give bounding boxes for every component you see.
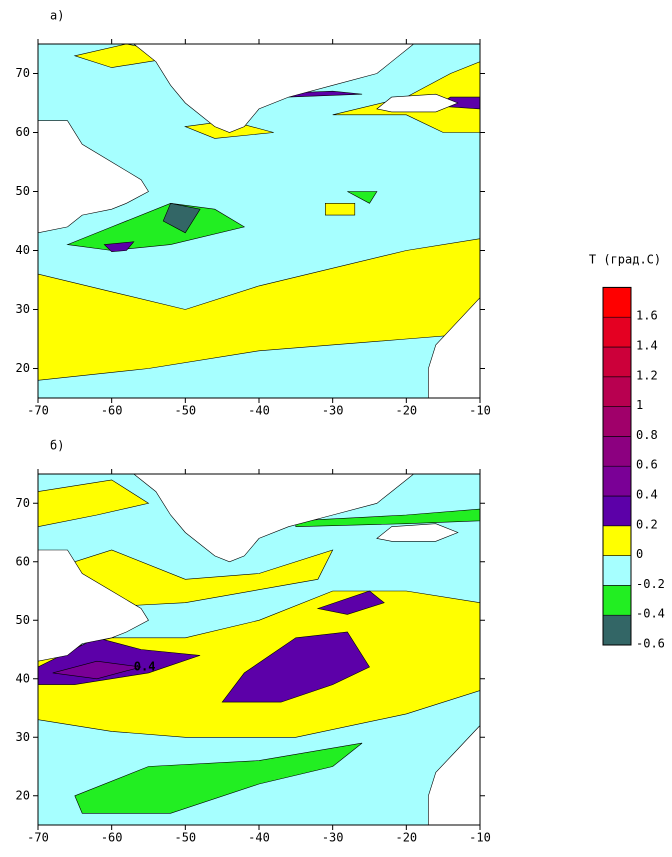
contour-region	[162, 202, 201, 234]
colorbar-box	[602, 346, 632, 378]
colorbar-label: -0.2	[636, 577, 665, 591]
contour-region	[38, 238, 480, 381]
x-tick-label: -40	[248, 404, 270, 418]
y-tick-label: 50	[16, 184, 30, 198]
colorbar-label: 0.4	[636, 488, 658, 502]
colorbar-box	[602, 436, 632, 467]
colorbar-box	[602, 465, 632, 497]
contour-region	[74, 742, 363, 814]
x-tick-label: -30	[322, 404, 344, 418]
colorbar-box	[602, 585, 632, 616]
land	[133, 474, 415, 563]
land	[376, 93, 459, 113]
contour-region	[316, 590, 385, 615]
y-tick-label: 40	[16, 243, 30, 257]
contour-label: 0.4	[134, 660, 156, 674]
x-tick-label: -10	[469, 404, 491, 418]
y-tick-label: 40	[16, 671, 30, 685]
contour-region	[221, 631, 370, 703]
colorbar-box	[602, 495, 632, 527]
colorbar-label: 1.4	[636, 339, 658, 353]
colorbar-label: 1.6	[636, 309, 658, 323]
colorbar-box	[602, 287, 632, 318]
land	[428, 226, 480, 398]
map-field	[38, 474, 480, 825]
x-tick-label: -70	[27, 831, 49, 845]
colorbar-box	[602, 555, 632, 586]
colorbar-label: 0.2	[636, 517, 658, 531]
colorbar-box	[602, 316, 632, 348]
x-tick-label: -70	[27, 404, 49, 418]
contour-region	[38, 479, 150, 528]
contour-region	[324, 203, 356, 216]
colorbar-label: 1.2	[636, 368, 658, 382]
land	[376, 523, 459, 542]
land	[133, 44, 415, 133]
x-tick-label: -20	[395, 404, 417, 418]
land	[38, 120, 149, 234]
x-tick-label: -20	[395, 831, 417, 845]
y-tick-label: 70	[16, 66, 30, 80]
contour-region	[52, 660, 142, 680]
y-tick-label: 60	[16, 554, 30, 568]
y-tick-label: 20	[16, 788, 30, 802]
colorbar-label: -0.4	[636, 607, 665, 621]
colorbar-box	[602, 406, 632, 437]
panel-label: б)	[50, 439, 64, 453]
panel-label: а)	[50, 9, 64, 23]
y-tick-label: 30	[16, 730, 30, 744]
x-tick-label: -30	[322, 831, 344, 845]
land	[38, 549, 149, 662]
y-tick-label: 50	[16, 613, 30, 627]
colorbar-frame	[602, 286, 632, 646]
y-tick-label: 60	[16, 125, 30, 139]
y-tick-label: 70	[16, 496, 30, 510]
x-tick-label: -40	[248, 831, 270, 845]
colorbar-box	[602, 376, 632, 407]
colorbar-label: 0	[636, 547, 643, 561]
map-field	[38, 44, 480, 398]
x-tick-label: -60	[101, 404, 123, 418]
y-tick-label: 30	[16, 302, 30, 316]
colorbar-label: 1	[636, 398, 643, 412]
colorbar-label: 0.6	[636, 458, 658, 472]
colorbar-label: 0.8	[636, 428, 658, 442]
colorbar-box	[602, 614, 632, 646]
land	[428, 655, 480, 825]
colorbar-box	[602, 525, 632, 556]
colorbar-label: -0.6	[636, 637, 665, 651]
x-tick-label: -10	[469, 831, 491, 845]
contour-region	[347, 191, 378, 204]
x-tick-label: -50	[174, 831, 196, 845]
y-tick-label: 20	[16, 361, 30, 375]
contour-region	[295, 508, 480, 528]
contour-region	[103, 241, 135, 253]
x-tick-label: -60	[101, 831, 123, 845]
x-tick-label: -50	[174, 404, 196, 418]
colorbar-title: T (град.С)	[589, 253, 661, 267]
